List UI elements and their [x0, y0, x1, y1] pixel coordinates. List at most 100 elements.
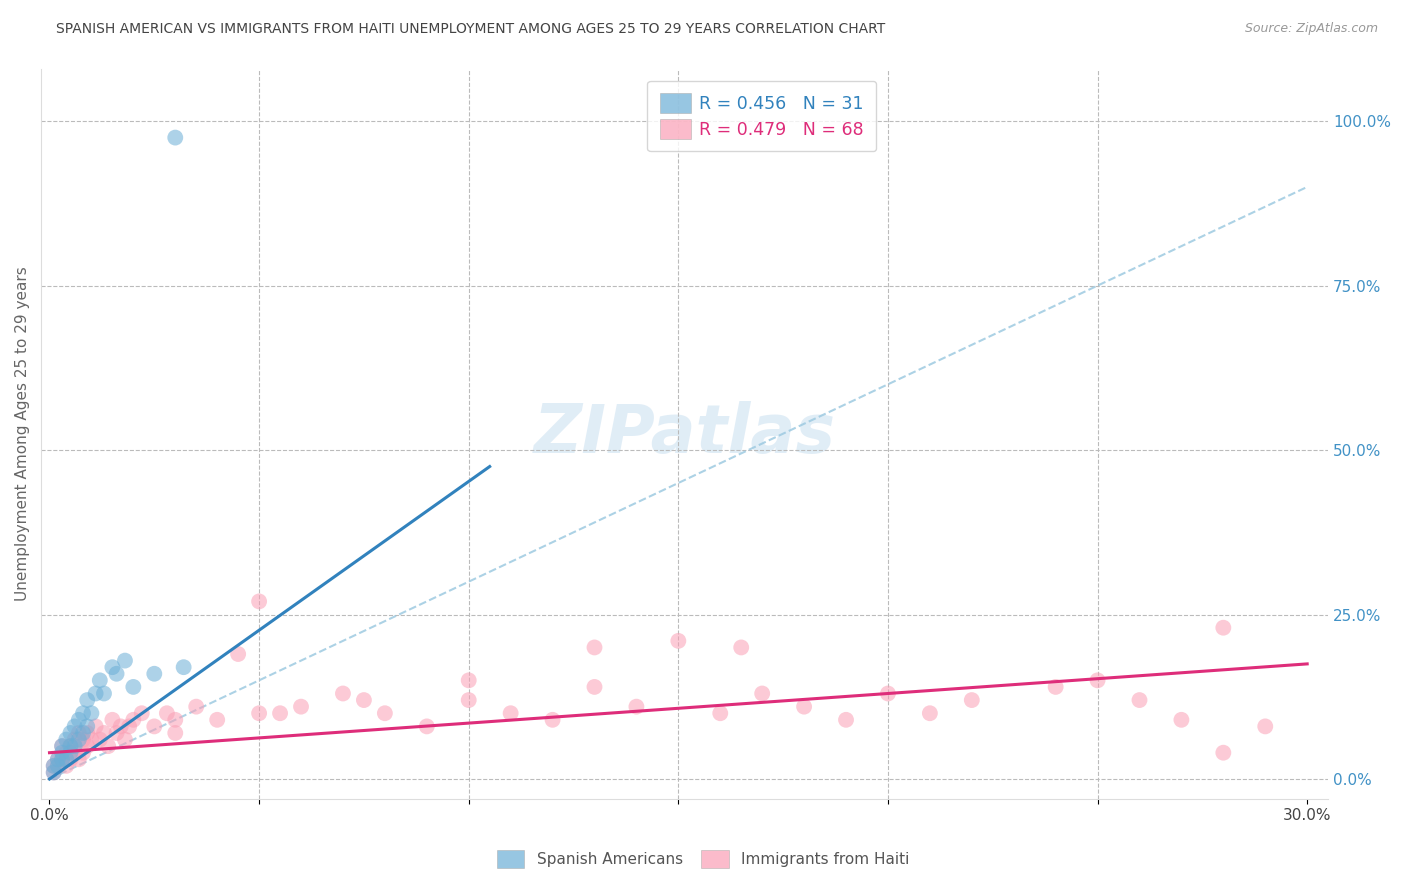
Point [76, 693, 98, 707]
Point [143, 666, 166, 681]
Point [80, 732, 103, 747]
Point [165, 130, 187, 145]
Point [165, 726, 187, 740]
Point [97, 739, 120, 753]
Point [59, 726, 82, 740]
Point [59, 752, 82, 766]
Point [751, 686, 773, 700]
Point [114, 654, 136, 668]
Point [583, 680, 606, 694]
Point [730, 640, 752, 655]
Point [1128, 693, 1150, 707]
Point [666, 633, 689, 648]
Point [173, 660, 195, 674]
Point [72, 726, 94, 740]
Point [186, 699, 208, 714]
Point [226, 647, 249, 661]
Point [51, 752, 73, 766]
Point [59, 746, 82, 760]
Point [63, 732, 86, 747]
Point [72, 732, 94, 747]
Point [835, 713, 858, 727]
Point [84, 719, 107, 733]
Point [84, 686, 107, 700]
Point [46, 759, 69, 773]
Point [67, 726, 90, 740]
Point [76, 726, 98, 740]
Point [76, 719, 98, 733]
Point [374, 706, 396, 721]
Point [76, 739, 98, 753]
Point [583, 640, 606, 655]
Point [353, 693, 375, 707]
Point [247, 706, 270, 721]
Point [122, 680, 145, 694]
Text: SPANISH AMERICAN VS IMMIGRANTS FROM HAITI UNEMPLOYMENT AMONG AGES 25 TO 29 YEARS: SPANISH AMERICAN VS IMMIGRANTS FROM HAIT… [56, 22, 886, 37]
Text: ZIPatlas: ZIPatlas [534, 401, 835, 467]
Point [793, 699, 815, 714]
Point [55, 752, 77, 766]
Point [89, 732, 111, 747]
Point [46, 759, 69, 773]
Point [89, 673, 111, 688]
Point [93, 686, 115, 700]
Text: Source: ZipAtlas.com: Source: ZipAtlas.com [1244, 22, 1378, 36]
Point [1170, 713, 1192, 727]
Point [269, 706, 291, 721]
Point [143, 719, 166, 733]
Point [67, 713, 90, 727]
Point [105, 726, 128, 740]
Point [877, 686, 900, 700]
Point [165, 713, 187, 727]
Point [416, 719, 439, 733]
Point [46, 752, 69, 766]
Point [72, 706, 94, 721]
Point [63, 739, 86, 753]
Point [63, 719, 86, 733]
Point [51, 739, 73, 753]
Point [42, 765, 65, 780]
Point [541, 713, 564, 727]
Point [457, 673, 479, 688]
Point [110, 719, 132, 733]
Point [51, 739, 73, 753]
Point [1254, 719, 1277, 733]
Point [709, 706, 731, 721]
Point [156, 706, 179, 721]
Point [290, 699, 312, 714]
Point [114, 732, 136, 747]
Point [1212, 621, 1234, 635]
Point [1087, 673, 1109, 688]
Point [59, 739, 82, 753]
Point [55, 759, 77, 773]
Point [72, 746, 94, 760]
Point [67, 732, 90, 747]
Point [67, 752, 90, 766]
Point [122, 713, 145, 727]
Point [499, 706, 522, 721]
Legend: R = 0.456   N = 31, R = 0.479   N = 68: R = 0.456 N = 31, R = 0.479 N = 68 [647, 81, 876, 152]
Point [63, 746, 86, 760]
Point [42, 759, 65, 773]
Point [51, 746, 73, 760]
Point [205, 713, 228, 727]
Point [93, 726, 115, 740]
Point [46, 752, 69, 766]
Point [55, 746, 77, 760]
Point [332, 686, 354, 700]
Point [59, 739, 82, 753]
Point [55, 732, 77, 747]
Point [1212, 746, 1234, 760]
Point [960, 693, 983, 707]
Point [131, 706, 153, 721]
Point [80, 706, 103, 721]
Point [1045, 680, 1067, 694]
Legend: Spanish Americans, Immigrants from Haiti: Spanish Americans, Immigrants from Haiti [491, 844, 915, 873]
Point [118, 719, 141, 733]
Point [918, 706, 941, 721]
Point [247, 594, 270, 608]
Point [51, 752, 73, 766]
Point [42, 765, 65, 780]
Point [457, 693, 479, 707]
Y-axis label: Unemployment Among Ages 25 to 29 years: Unemployment Among Ages 25 to 29 years [15, 267, 30, 601]
